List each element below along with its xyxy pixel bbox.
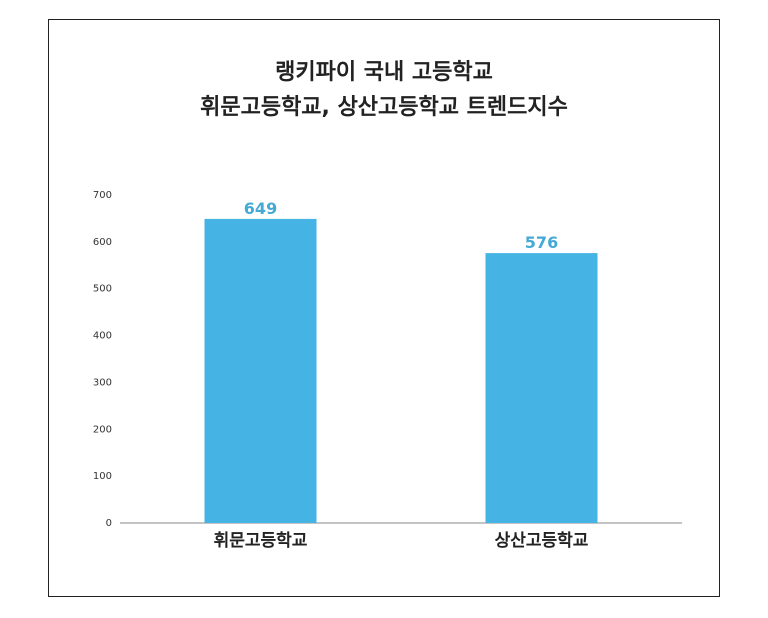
y-tick-label: 700 [93,190,112,201]
y-axis-ticks: 0 100 200 300 400 500 600 700 [93,190,112,529]
y-tick-label: 500 [93,284,112,295]
bars [204,218,598,524]
value-labels: 649 576 [244,199,558,252]
y-tick-label: 600 [93,237,112,248]
bar-value-label: 576 [525,233,558,252]
chart-title-line1: 랭키파이 국내 고등학교 [275,60,493,85]
y-tick-label: 100 [93,471,112,482]
bar-value-label: 649 [244,199,277,218]
y-tick-label: 400 [93,331,112,342]
x-category-label: 상산고등학교 [495,531,589,551]
y-tick-label: 0 [106,518,112,529]
y-tick-label: 200 [93,424,112,435]
y-tick-label: 300 [93,377,112,388]
chart-title-line2: 휘문고등학교, 상산고등학교 트렌드지수 [200,95,568,120]
x-category-label: 휘문고등학교 [214,530,308,551]
chart-frame [48,19,720,597]
bar [204,218,317,523]
bar [485,253,598,524]
category-labels: 휘문고등학교 상산고등학교 [214,530,589,551]
